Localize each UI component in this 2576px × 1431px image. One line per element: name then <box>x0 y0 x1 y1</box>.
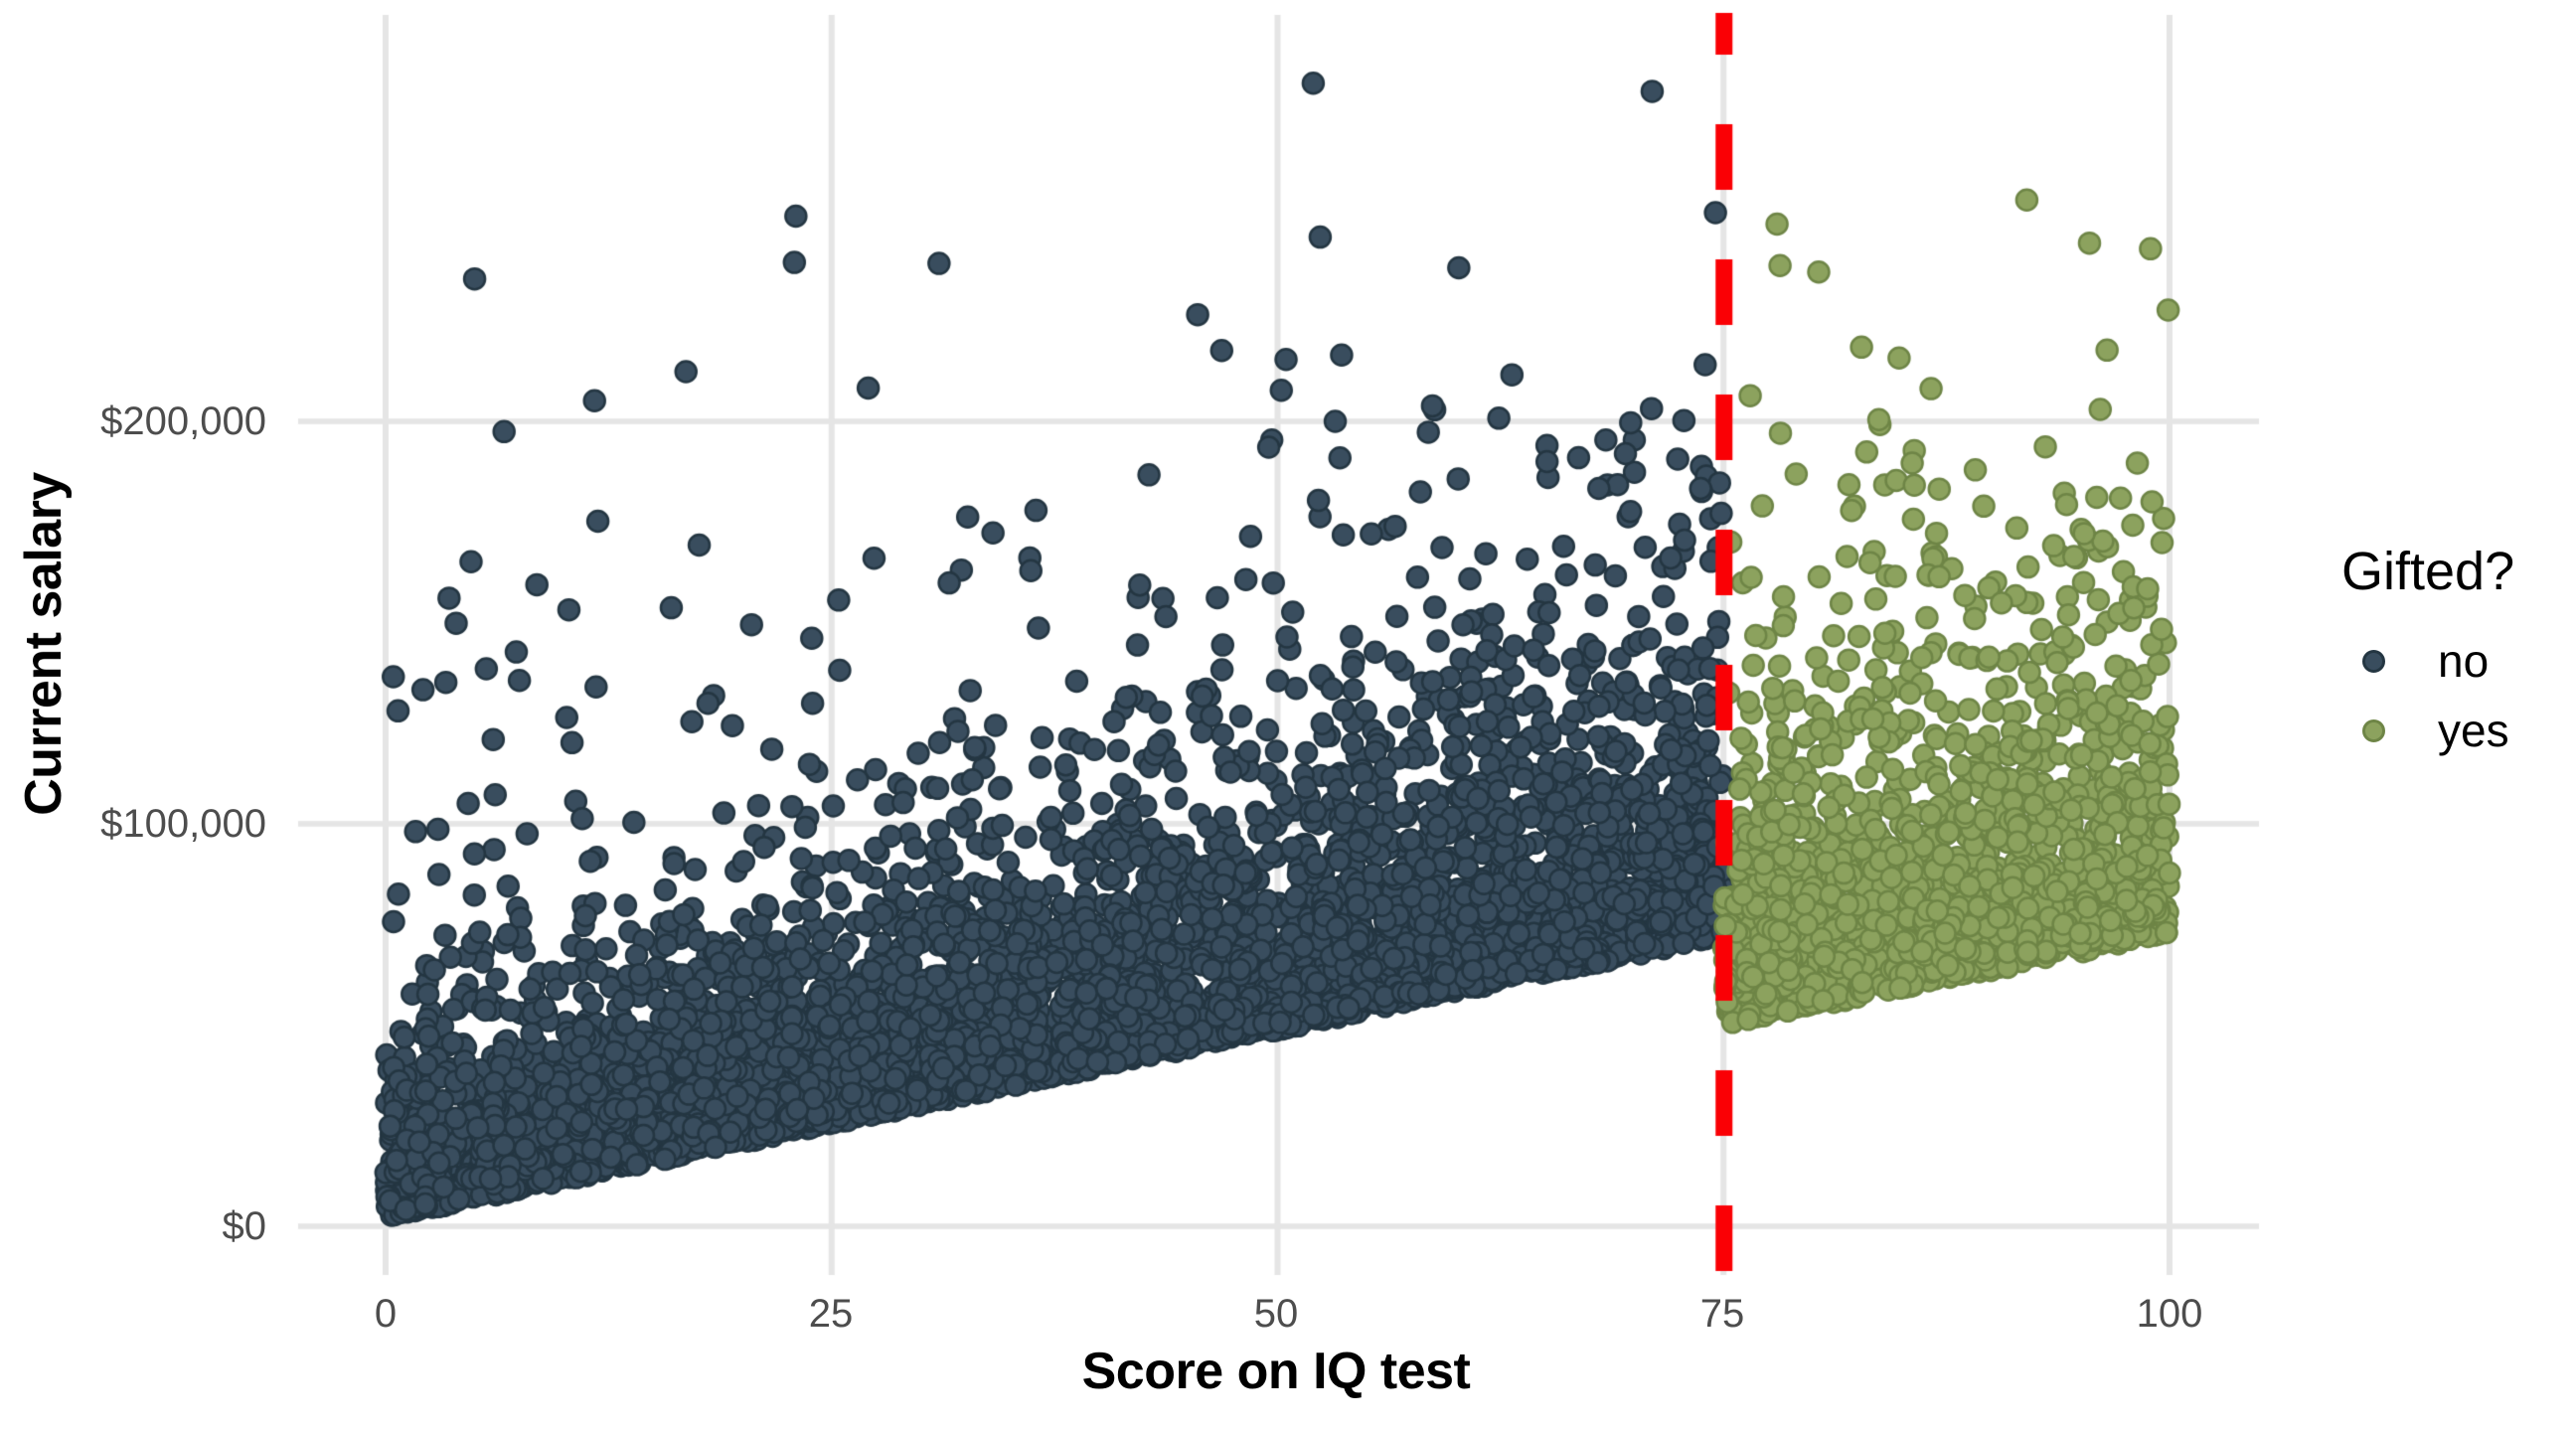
y-axis-title: Current salary <box>15 472 73 816</box>
x-tick-label-100: 100 <box>2136 1292 2203 1336</box>
y-tick-label-200k: $200,000 <box>100 399 266 443</box>
x-tick-label-50: 50 <box>1253 1292 1299 1336</box>
legend-item-yes: yes <box>2341 696 2514 765</box>
x-tick-label-75: 75 <box>1699 1292 1745 1336</box>
legend-label-no: no <box>2438 635 2490 687</box>
legend-dot-no-icon <box>2362 649 2385 673</box>
legend-item-no: no <box>2341 626 2514 696</box>
y-tick-label-100k: $100,000 <box>100 802 266 846</box>
legend: Gifted? no yes <box>2341 541 2514 765</box>
x-tick-label-0: 0 <box>374 1292 398 1336</box>
x-axis-title: Score on IQ test <box>1081 1343 1471 1400</box>
y-tick-label-0: $0 <box>222 1204 267 1248</box>
legend-dot-yes-icon <box>2362 718 2385 742</box>
legend-label-yes: yes <box>2438 705 2509 756</box>
legend-title: Gifted? <box>2341 542 2515 601</box>
x-tick-label-25: 25 <box>808 1292 854 1336</box>
